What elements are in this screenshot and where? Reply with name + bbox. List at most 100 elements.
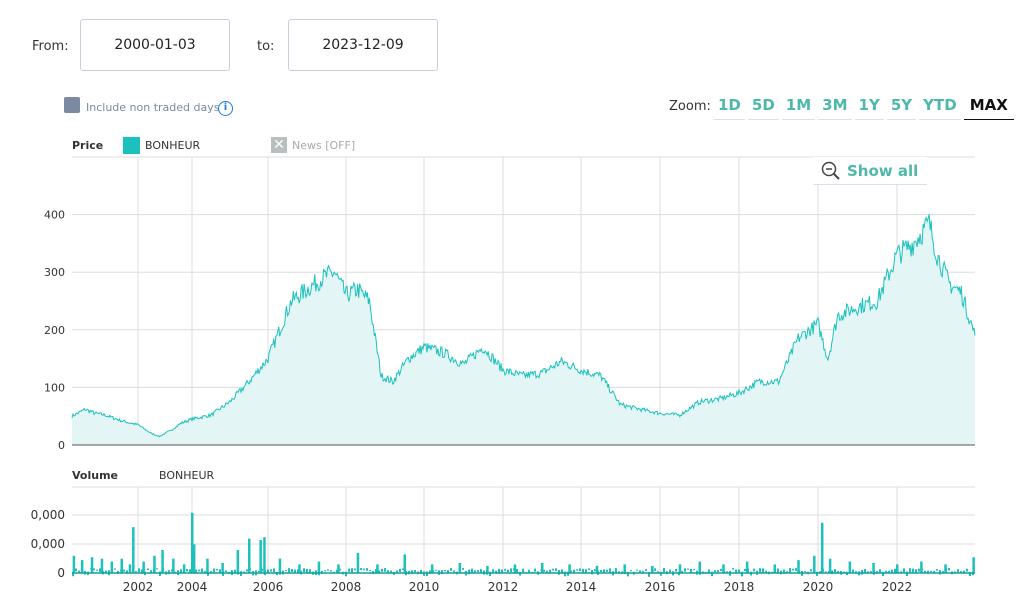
volume-bar: [480, 569, 482, 573]
volume-bar: [114, 568, 116, 570]
volume-bar: [141, 569, 143, 574]
to-date-input[interactable]: 2023-12-09: [288, 19, 438, 71]
volume-bar: [546, 570, 548, 574]
volume-bar: [741, 571, 743, 577]
volume-bar: [126, 570, 128, 574]
volume-bar: [606, 569, 608, 572]
volume-bar: [381, 568, 383, 572]
zoom-ytd-button[interactable]: YTD: [919, 96, 961, 120]
zoom-1y-button[interactable]: 1Y: [854, 96, 884, 120]
show-all-button[interactable]: Show all: [813, 157, 927, 185]
x-tick-label: 2006: [253, 580, 284, 594]
news-toggle[interactable]: News [OFF]: [292, 139, 356, 152]
volume-bar: [759, 568, 761, 573]
zoom-1d-button[interactable]: 1D: [714, 96, 745, 120]
volume-bar: [471, 568, 473, 574]
volume-bar: [213, 568, 215, 573]
volume-bar: [330, 570, 332, 572]
zoom-3m-button[interactable]: 3M: [818, 96, 852, 120]
volume-bar: [944, 564, 947, 573]
volume-legend-bonheur: BONHEUR: [159, 469, 215, 482]
volume-bar: [191, 512, 194, 573]
volume-bar: [936, 569, 938, 571]
from-date-input[interactable]: 2000-01-03: [80, 19, 230, 71]
volume-bar: [828, 558, 832, 573]
volume-bar: [474, 570, 476, 573]
non-traded-days-label: Include non traded days: [86, 101, 220, 114]
volume-panel-title: Volume: [72, 469, 118, 482]
volume-bar: [783, 569, 785, 574]
volume-bar: [573, 569, 575, 573]
volume-bar: [225, 570, 227, 573]
volume-bar: [186, 569, 188, 572]
zoom-max-button[interactable]: MAX: [963, 96, 1014, 120]
volume-bar: [920, 561, 923, 573]
volume-bar: [363, 568, 365, 571]
volume-bar: [972, 557, 975, 573]
zoom-5y-button[interactable]: 5Y: [886, 96, 917, 120]
volume-bar: [687, 568, 689, 570]
volume-bar: [720, 568, 722, 571]
volume-bar: [309, 569, 311, 574]
volume-bar: [453, 570, 455, 573]
volume-bar: [804, 571, 806, 573]
volume-bar: [354, 568, 356, 571]
volume-bar: [564, 571, 566, 577]
volume-bar: [138, 568, 140, 573]
volume-bar: [570, 570, 572, 573]
volume-bar: [894, 568, 896, 573]
volume-bar: [744, 568, 746, 572]
volume-bar: [534, 568, 536, 572]
volume-bar: [660, 571, 662, 576]
news-toggle-icon[interactable]: ✕: [271, 137, 287, 153]
volume-bar: [182, 564, 186, 573]
non-traded-days-checkbox[interactable]: [64, 97, 80, 113]
volume-bar: [942, 571, 944, 573]
volume-bar: [528, 569, 530, 574]
volume-bar: [161, 550, 164, 573]
volume-bar: [396, 570, 398, 574]
volume-bar: [258, 570, 260, 573]
volume-bar: [834, 569, 836, 573]
volume-bar: [896, 564, 899, 573]
volume-bar: [909, 568, 911, 573]
volume-bar: [915, 569, 917, 573]
volume-bar: [462, 568, 464, 570]
info-icon[interactable]: i: [218, 101, 233, 116]
volume-bar: [403, 554, 406, 573]
volume-bar: [924, 570, 926, 574]
volume-bar: [105, 570, 107, 574]
zoom-5d-button[interactable]: 5D: [747, 96, 779, 120]
volume-bar: [714, 570, 716, 573]
volume-bar: [72, 571, 74, 577]
volume-bar: [248, 538, 251, 573]
volume-bar: [885, 570, 887, 573]
volume-y-tick-label: 0,000: [31, 537, 65, 551]
volume-bar: [303, 568, 305, 573]
volume-bar: [810, 569, 812, 572]
zoom-out-icon: [821, 161, 840, 180]
x-tick-label: 2018: [724, 580, 755, 594]
volume-bar: [765, 570, 767, 574]
volume-bar: [825, 571, 827, 573]
volume-bar: [345, 571, 347, 577]
volume-bar: [294, 569, 296, 573]
volume-bar: [147, 568, 149, 571]
legend-bonheur[interactable]: BONHEUR: [145, 139, 201, 152]
volume-bar: [435, 569, 437, 571]
volume-bar: [156, 568, 158, 570]
volume-bar: [813, 555, 816, 573]
volume-bar: [411, 570, 413, 575]
volume-bar: [96, 569, 98, 571]
volume-bar: [516, 568, 518, 574]
show-all-label: Show all: [847, 161, 919, 180]
x-tick-label: 2008: [331, 580, 362, 594]
volume-bar: [327, 569, 329, 571]
volume-bar: [510, 568, 512, 573]
x-tick-label: 2010: [409, 580, 440, 594]
volume-bar: [390, 570, 392, 573]
volume-bar: [882, 571, 884, 577]
zoom-1m-button[interactable]: 1M: [781, 96, 816, 120]
from-label: From:: [32, 39, 69, 54]
